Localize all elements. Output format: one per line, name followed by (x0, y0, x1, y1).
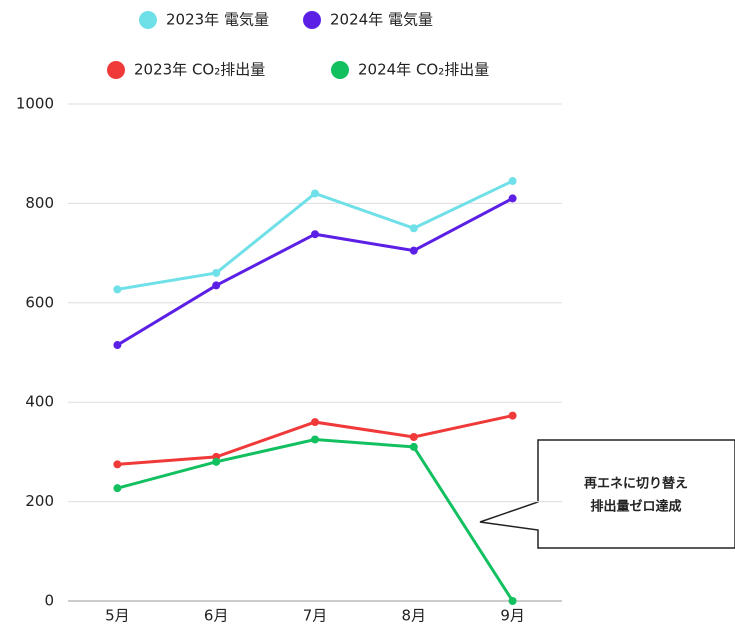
data-point (508, 411, 517, 420)
annotation-line: 排出量ゼロ達成 (590, 499, 681, 515)
data-point (311, 189, 319, 198)
x-tick-label: 6月 (204, 607, 229, 625)
annotation-line: 再エネに切り替え (584, 476, 688, 492)
data-point (113, 285, 122, 294)
data-point (508, 177, 517, 186)
y-tick-label: 600 (25, 293, 54, 311)
data-point (409, 432, 418, 441)
legend-swatch (303, 11, 321, 29)
data-point (409, 246, 418, 255)
y-tick-label: 200 (25, 492, 54, 510)
legend-swatch (107, 61, 125, 79)
data-point (212, 457, 221, 466)
legend-label: 2024年 CO₂排出量 (358, 61, 489, 79)
data-point (212, 281, 221, 290)
x-tick-label: 9月 (500, 607, 525, 625)
series-line (116, 197, 514, 347)
data-point (311, 418, 319, 427)
legend-label: 2023年 電気量 (166, 11, 269, 29)
data-point (508, 597, 517, 605)
series-line (117, 437, 514, 602)
data-point (409, 442, 418, 451)
x-tick-label: 8月 (402, 607, 427, 625)
y-tick-label: 1000 (16, 95, 54, 113)
data-point (409, 224, 418, 233)
y-tick-label: 0 (44, 592, 54, 610)
data-point (113, 460, 122, 469)
annotation-callout (479, 439, 735, 549)
x-tick-label: 7月 (303, 607, 328, 625)
data-point (311, 435, 319, 444)
legend-swatch (331, 61, 349, 79)
data-point (508, 194, 517, 203)
data-point (113, 484, 122, 493)
legend-swatch (139, 11, 157, 29)
legend-label: 2024年 電気量 (330, 11, 433, 29)
data-point (311, 230, 319, 239)
y-tick-label: 800 (25, 194, 54, 212)
x-tick-label: 5月 (105, 607, 130, 625)
y-tick-label: 400 (25, 393, 54, 411)
data-point (212, 268, 221, 277)
legend-label: 2023年 CO₂排出量 (134, 61, 265, 79)
data-point (113, 341, 122, 350)
